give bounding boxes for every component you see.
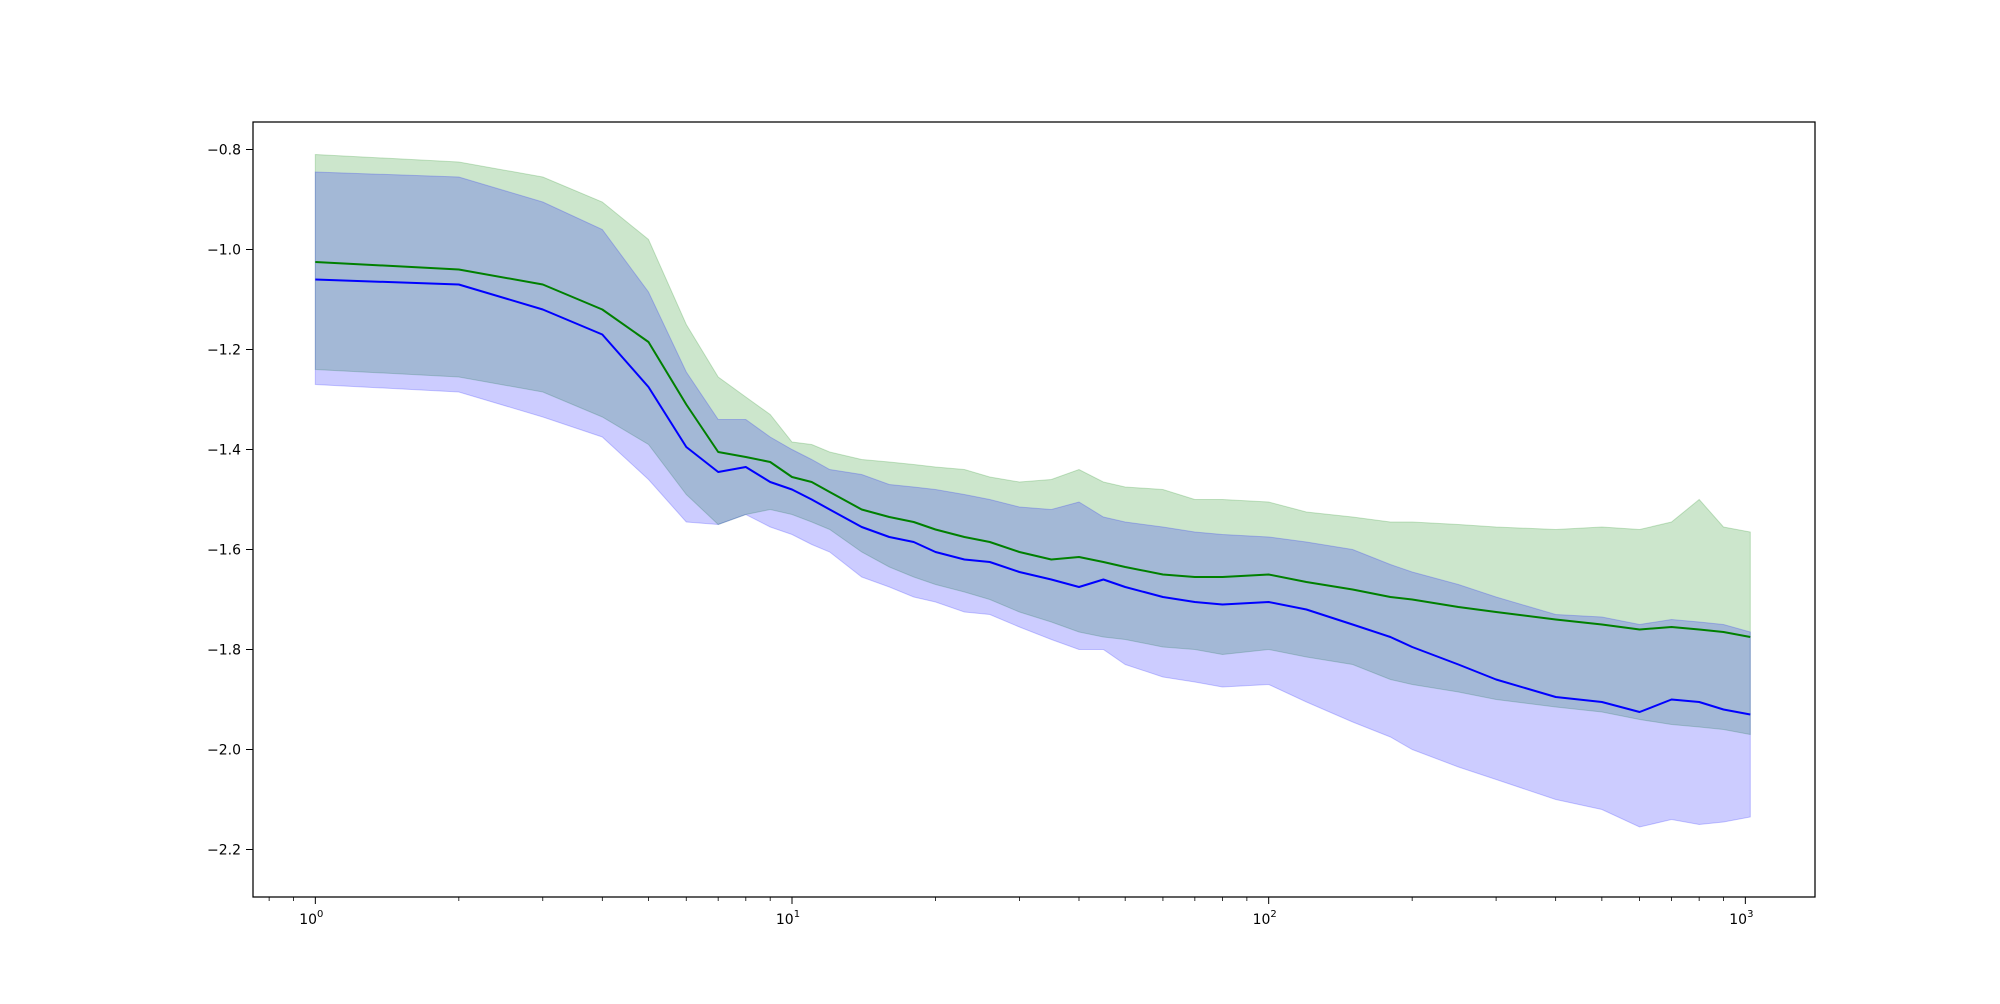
y-tick-label-3: −1.4 xyxy=(207,443,241,459)
x-tick-exponent-3: 3 xyxy=(1747,909,1753,920)
plot-frame xyxy=(252,121,1816,898)
band-1 xyxy=(314,171,1751,828)
series-lines xyxy=(315,261,1751,716)
series-line-0 xyxy=(315,261,1751,638)
y-axis: −0.8 −1.0 −1.2 −1.4 −1.6 −1.8 −2.0 −2.2 xyxy=(207,143,253,859)
x-tick-exponent-2: 2 xyxy=(1270,909,1276,920)
y-tick-label-1: −1.0 xyxy=(207,243,241,259)
x-tick-exponent-0: 0 xyxy=(317,909,323,920)
x-tick-exponent-1: 1 xyxy=(794,909,800,920)
band-0 xyxy=(314,153,1751,736)
confidence-bands xyxy=(314,153,1751,828)
y-tick-label-0: −0.8 xyxy=(207,143,241,159)
x-axis: 100 101 102 103 xyxy=(268,897,1753,928)
y-tick-label-5: −1.8 xyxy=(207,643,241,659)
y-tick-label-4: −1.6 xyxy=(207,543,241,559)
y-tick-label-2: −1.2 xyxy=(207,343,241,359)
y-tick-label-7: −2.2 xyxy=(207,843,241,859)
y-tick-label-6: −2.0 xyxy=(207,743,241,759)
series-line-1 xyxy=(315,278,1751,716)
